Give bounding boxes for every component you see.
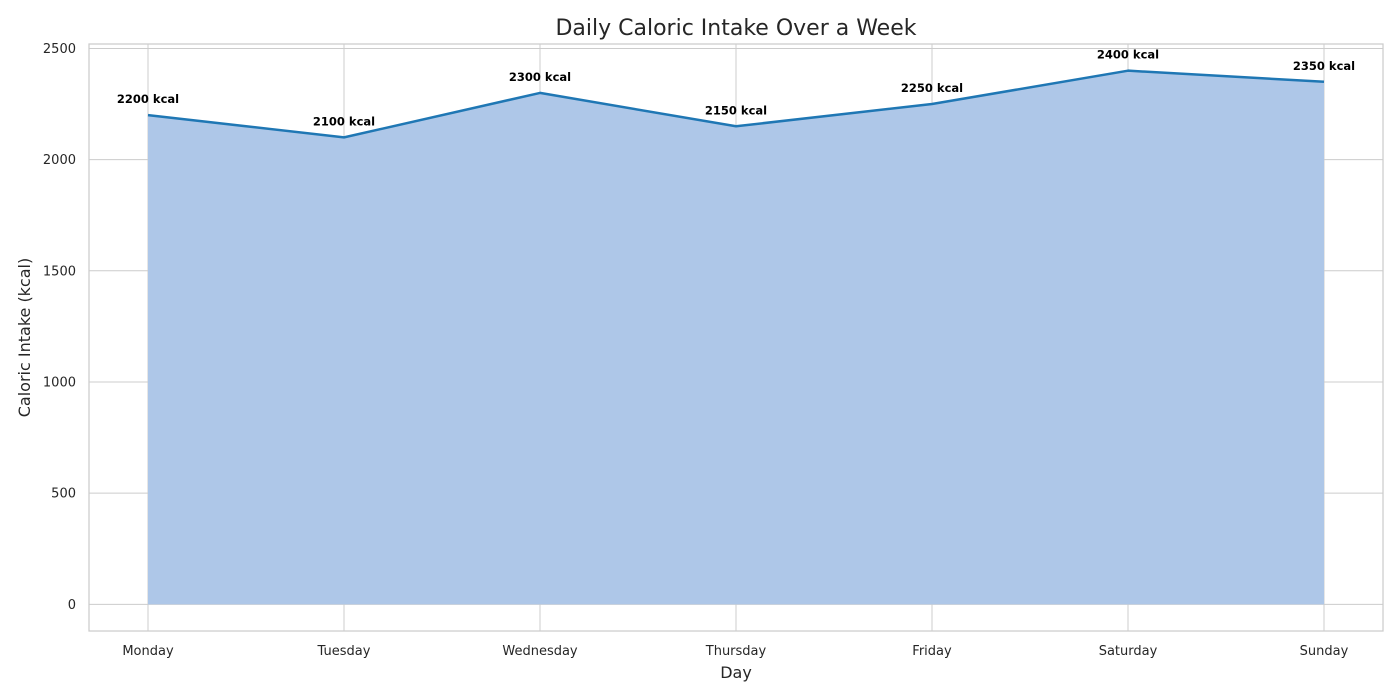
data-label: 2350 kcal: [1293, 59, 1355, 73]
x-tick-label: Saturday: [1099, 644, 1158, 659]
data-label: 2100 kcal: [313, 114, 375, 128]
area-fill: [148, 70, 1324, 605]
x-tick-label: Tuesday: [317, 644, 371, 659]
y-tick-label: 2000: [43, 153, 76, 168]
y-tick-label: 1500: [43, 264, 76, 279]
series-line: [147, 69, 1325, 139]
plot-frame: [88, 43, 1384, 632]
y-tick-label: 2500: [43, 42, 76, 57]
x-tick-label: Thursday: [705, 644, 767, 659]
x-tick-label: Wednesday: [502, 644, 578, 659]
data-label: 2250 kcal: [901, 81, 963, 95]
area-layer: [148, 70, 1324, 605]
line-layer: [147, 69, 1325, 139]
y-tick-label: 1000: [43, 375, 76, 390]
x-tick-label: Friday: [912, 644, 952, 659]
chart-title: Daily Caloric Intake Over a Week: [555, 16, 916, 41]
data-label: 2300 kcal: [509, 70, 571, 84]
data-label-layer: 2200 kcal 2100 kcal 2300 kcal 2150 kcal 2250…: [117, 48, 1355, 129]
data-label: 2150 kcal: [705, 103, 767, 117]
data-label: 2400 kcal: [1097, 48, 1159, 62]
y-tick-label: 500: [51, 487, 76, 502]
data-label: 2200 kcal: [117, 92, 179, 106]
x-axis-label: Day: [720, 663, 752, 682]
x-tick-label: Monday: [122, 644, 174, 659]
tick-layer: 0 500 1000 1500 2000 2500 Monday Tuesday Wednesd…: [43, 42, 1349, 659]
y-tick-label: 0: [68, 598, 76, 613]
x-tick-label: Sunday: [1300, 644, 1349, 659]
y-axis-label: Caloric Intake (kcal): [15, 258, 34, 417]
